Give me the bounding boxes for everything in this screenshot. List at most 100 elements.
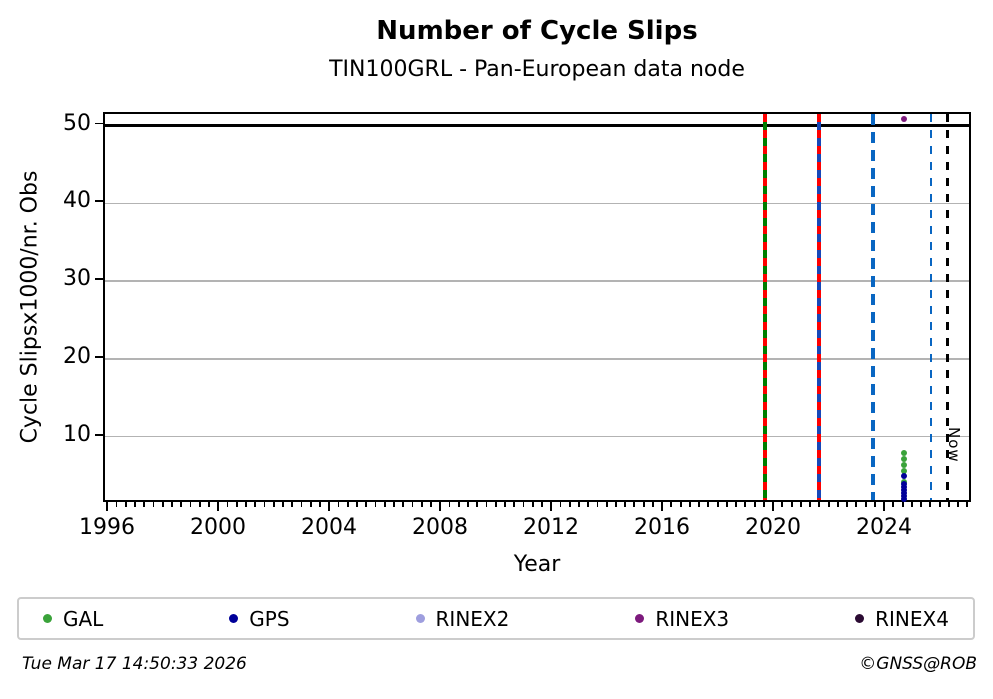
legend-dot-rinex4 — [855, 614, 865, 623]
x-minor-tick — [319, 502, 321, 507]
x-minor-tick — [762, 502, 765, 507]
x-minor-tick — [568, 502, 571, 507]
copyright: ©GNSS@ROB — [859, 654, 977, 674]
x-minor-tick — [725, 502, 728, 507]
event-line-red-dash-0 — [763, 114, 767, 500]
legend-dot-rinex2 — [415, 614, 425, 623]
x-minor-tick — [356, 502, 358, 507]
x-tick-2012 — [550, 502, 552, 511]
gridline-y20 — [105, 358, 969, 360]
event-line-4 — [946, 114, 949, 500]
chart-subtitle: TIN100GRL - Pan-European data node — [329, 57, 745, 82]
x-minor-tick — [365, 502, 368, 507]
legend-label-rinex4: RINEX4 — [875, 606, 949, 631]
event-line-2 — [870, 114, 876, 500]
x-minor-tick — [282, 502, 284, 507]
timestamp: Tue Mar 17 14:50:33 2026 — [22, 654, 247, 674]
y-tick-label-50: 50 — [63, 110, 91, 136]
chart-title: Number of Cycle Slips — [376, 16, 698, 46]
x-minor-tick — [291, 502, 294, 507]
x-minor-tick — [947, 502, 950, 507]
x-minor-tick — [235, 502, 238, 507]
x-minor-tick — [337, 502, 340, 507]
x-minor-tick — [559, 502, 562, 507]
event-line-0 — [763, 114, 767, 500]
x-minor-tick — [383, 502, 386, 507]
x-minor-tick — [513, 502, 516, 507]
y-tick-20 — [95, 356, 103, 358]
data-point-gal — [901, 461, 908, 468]
x-minor-tick — [226, 502, 229, 507]
x-axis-label: Year — [513, 552, 561, 577]
x-minor-tick — [309, 502, 312, 507]
gridline-y10 — [105, 435, 969, 438]
x-minor-tick — [467, 502, 469, 507]
legend-dot-rinex3 — [635, 614, 645, 623]
x-minor-tick — [198, 502, 201, 507]
x-minor-tick — [476, 502, 479, 507]
x-minor-tick — [143, 502, 146, 507]
x-minor-tick — [873, 502, 876, 507]
x-minor-tick — [892, 502, 895, 507]
y-tick-40 — [95, 200, 103, 203]
data-point-gps — [901, 481, 908, 488]
x-minor-tick — [300, 502, 303, 507]
legend-item-gps: GPS — [229, 607, 290, 631]
x-tick-label-2016: 2016 — [634, 515, 690, 540]
x-minor-tick — [790, 502, 793, 507]
x-minor-tick — [245, 502, 247, 507]
gridline-y40 — [105, 202, 969, 205]
x-minor-tick — [707, 502, 710, 507]
x-minor-tick — [115, 502, 118, 507]
x-minor-tick — [901, 502, 904, 507]
x-minor-tick — [346, 502, 349, 507]
legend-item-gal: GAL — [43, 607, 103, 631]
x-tick-label-2004: 2004 — [301, 515, 357, 540]
x-tick-label-2020: 2020 — [745, 515, 801, 540]
x-minor-tick — [716, 502, 719, 507]
x-minor-tick — [448, 502, 451, 507]
x-tick-1996 — [106, 502, 108, 511]
x-tick-2016 — [661, 502, 663, 511]
now-annotation: Now — [945, 426, 964, 463]
x-minor-tick — [670, 502, 673, 507]
x-minor-tick — [494, 502, 497, 507]
x-minor-tick — [642, 502, 645, 507]
x-minor-tick — [809, 502, 812, 507]
x-minor-tick — [272, 502, 275, 507]
x-minor-tick — [753, 502, 756, 507]
x-tick-label-1996: 1996 — [79, 515, 135, 540]
x-minor-tick — [578, 502, 580, 507]
data-point-gps — [901, 484, 908, 491]
x-minor-tick — [910, 502, 913, 507]
legend-item-rinex4: RINEX4 — [855, 607, 949, 631]
x-tick-label-2012: 2012 — [523, 515, 579, 540]
legend-item-rinex2: RINEX2 — [415, 607, 509, 631]
plot-area: Now — [103, 112, 971, 502]
x-minor-tick — [189, 502, 192, 507]
x-minor-tick — [624, 502, 627, 507]
x-minor-tick — [171, 502, 173, 507]
x-minor-tick — [180, 502, 183, 507]
x-minor-tick — [966, 502, 969, 507]
x-minor-tick — [781, 502, 784, 507]
x-tick-2024 — [883, 502, 885, 511]
x-minor-tick — [208, 502, 210, 507]
x-tick-2008 — [439, 502, 441, 511]
data-point-gps — [901, 472, 908, 479]
x-minor-tick — [522, 502, 525, 507]
x-minor-tick — [929, 502, 932, 507]
gridline-y30 — [105, 280, 969, 282]
x-minor-tick — [864, 502, 867, 507]
threshold-line-50 — [105, 124, 969, 127]
x-minor-tick — [735, 502, 738, 507]
y-tick-label-30: 30 — [63, 266, 91, 292]
event-line-3 — [929, 114, 933, 500]
data-point-gal — [901, 467, 908, 474]
x-minor-tick — [596, 502, 599, 507]
x-minor-tick — [393, 502, 395, 507]
x-minor-tick — [531, 502, 534, 507]
data-point-gal — [901, 450, 908, 457]
x-tick-2000 — [217, 502, 219, 511]
